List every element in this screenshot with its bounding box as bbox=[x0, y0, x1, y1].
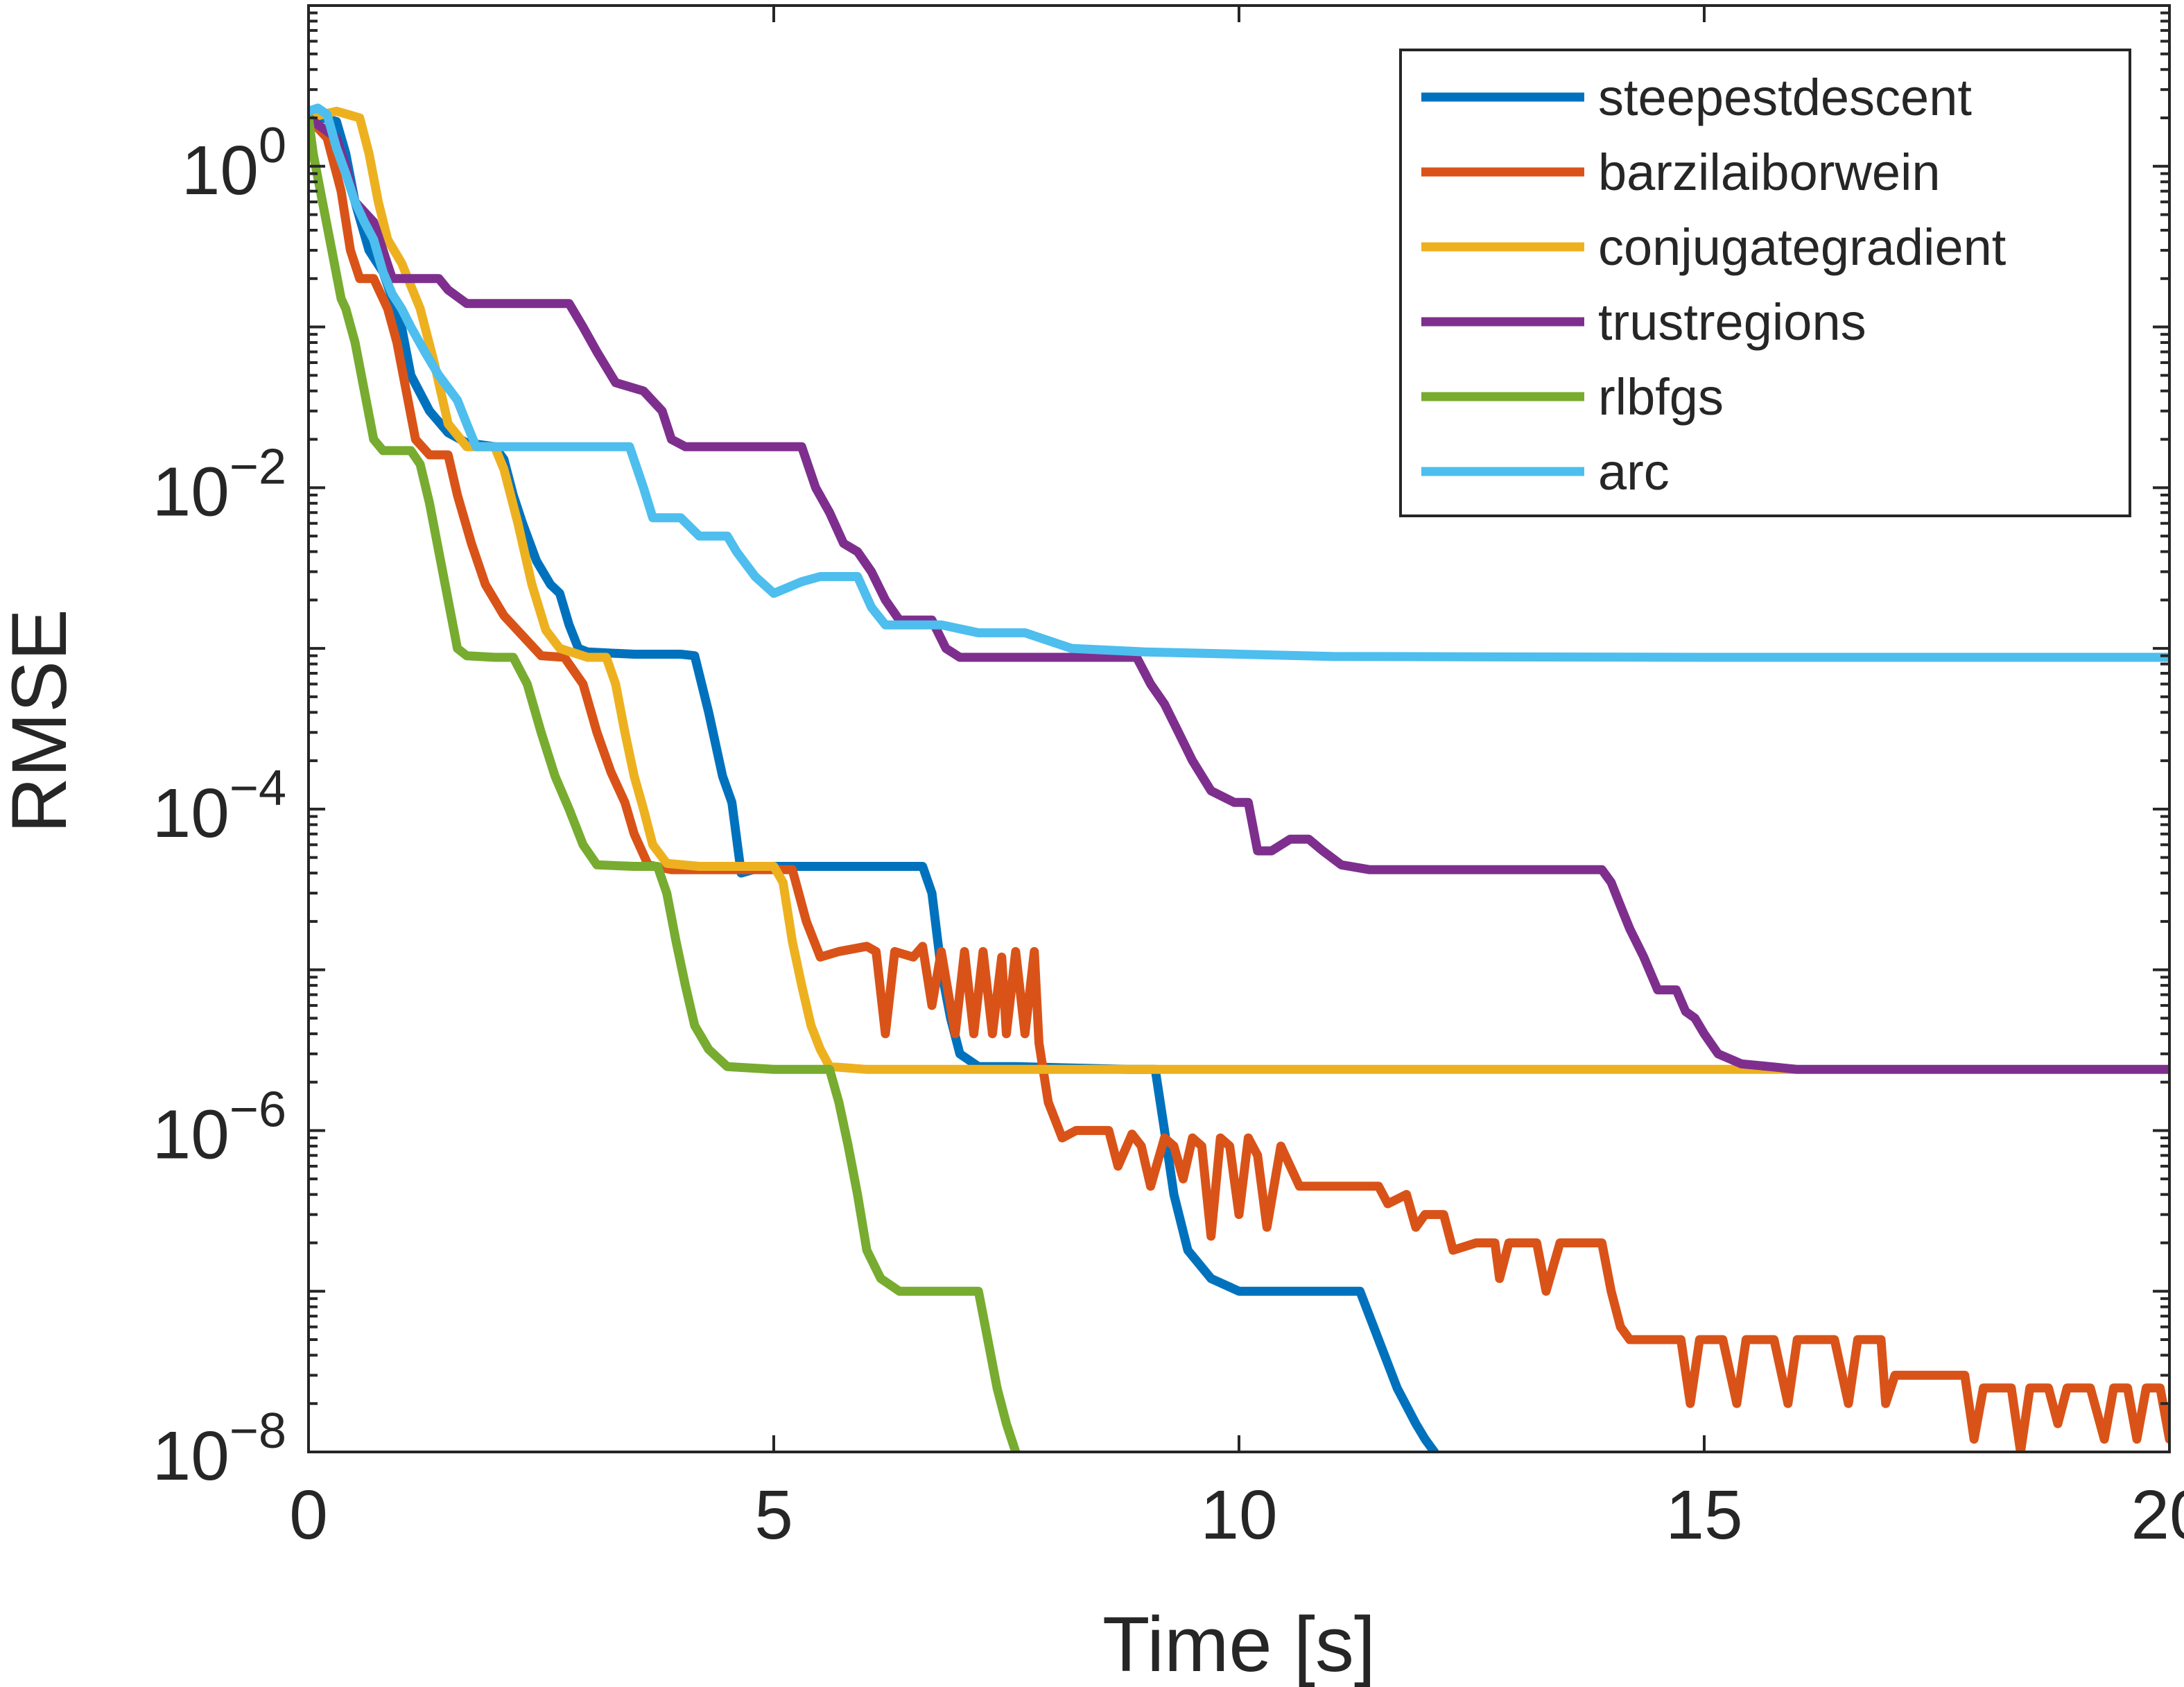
y-tick-label: 10−2 bbox=[153, 439, 286, 530]
legend: steepestdescent barzilaiborwein conjugateg… bbox=[1399, 49, 2131, 517]
series-line-rlbfgs bbox=[309, 113, 1021, 1452]
x-tick-label: 5 bbox=[754, 1476, 793, 1554]
x-tick-label: 10 bbox=[1200, 1476, 1277, 1554]
axis-ticks bbox=[307, 4, 2171, 1453]
y-tick-label: 10−8 bbox=[153, 1403, 286, 1495]
legend-label-barzilaiborwein: barzilaiborwein bbox=[1598, 144, 1941, 201]
legend-label-steepestdescent: steepestdescent bbox=[1598, 69, 1972, 126]
legend-label-rlbfgs: rlbfgs bbox=[1598, 368, 1724, 426]
legend-label-conjugategradient: conjugategradient bbox=[1598, 218, 2007, 276]
series-line-trustregions bbox=[309, 113, 2169, 1074]
series-line-barzilaiborwein bbox=[309, 113, 2169, 1452]
plot-lines bbox=[309, 103, 2169, 1452]
series-line-steepestdescent bbox=[309, 113, 1439, 1452]
x-axis-title: Time [s] bbox=[1102, 1601, 1376, 1687]
y-tick-label: 100 bbox=[182, 118, 286, 209]
legend-entries: steepestdescent barzilaiborwein conjugateg… bbox=[1421, 69, 2007, 501]
x-tick-label: 15 bbox=[1665, 1476, 1742, 1554]
legend-label-trustregions: trustregions bbox=[1598, 293, 1866, 351]
y-tick-label: 10−4 bbox=[153, 761, 286, 852]
x-tick-label: 0 bbox=[289, 1476, 328, 1554]
y-tick-label: 10−6 bbox=[153, 1082, 286, 1173]
axis-tick-labels: 0 5 10 15 20 100 10−2 10−4 10−6 10−8 bbox=[153, 118, 2184, 1554]
series-line-conjugategradient bbox=[309, 106, 1802, 1074]
legend-box bbox=[1399, 49, 2131, 517]
y-axis-title: RMSE bbox=[0, 609, 83, 833]
x-tick-label: 20 bbox=[2131, 1476, 2184, 1554]
series-line-arc bbox=[309, 103, 2169, 662]
legend-label-arc: arc bbox=[1598, 443, 1670, 501]
